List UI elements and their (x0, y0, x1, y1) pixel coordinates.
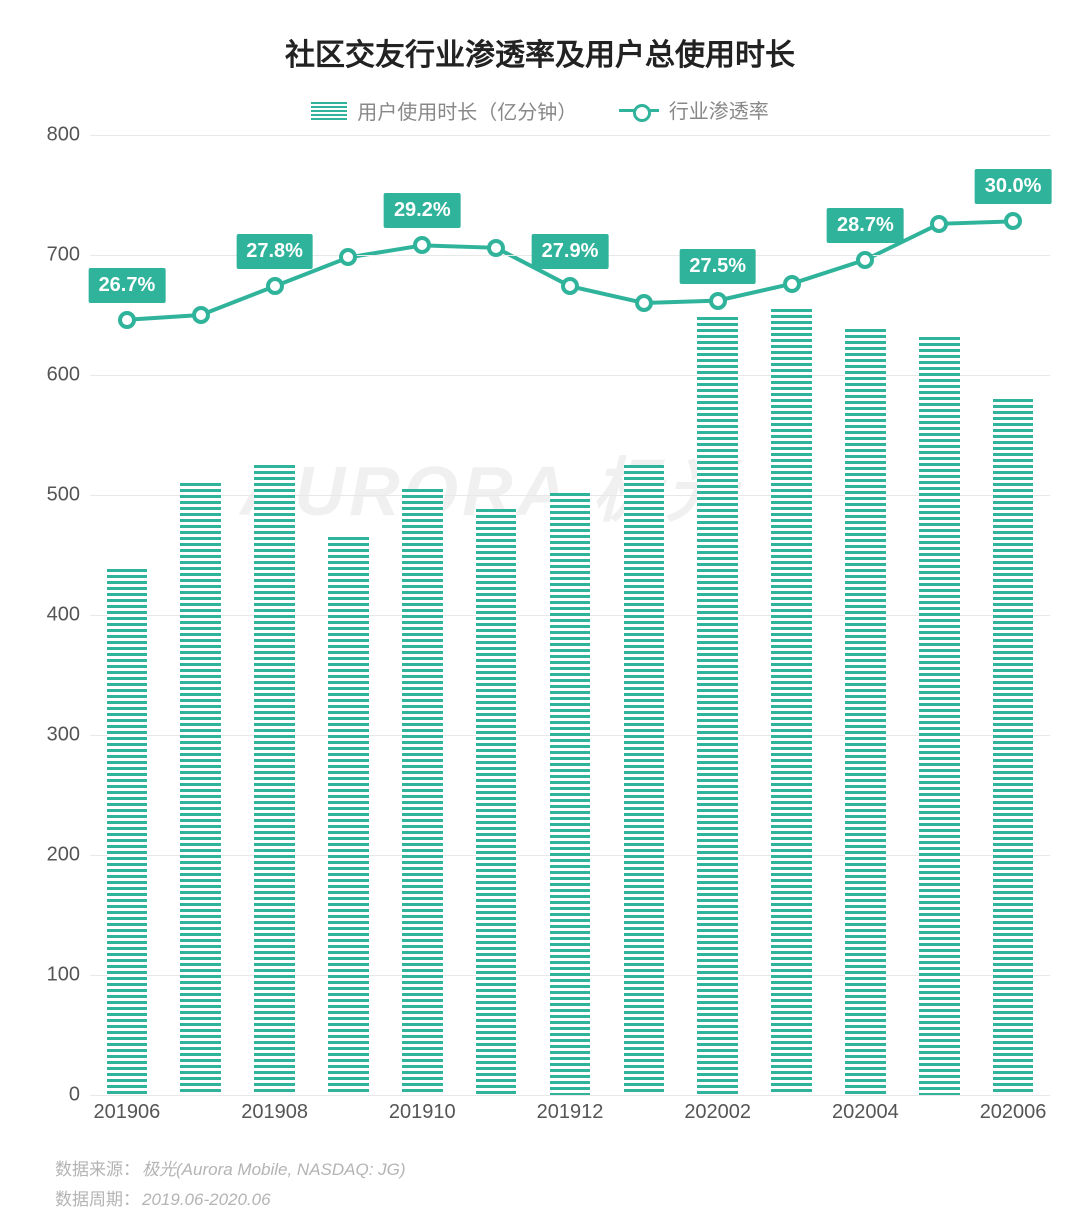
line-series-marker (635, 294, 653, 312)
footer-period-value: 2019.06-2020.06 (142, 1190, 271, 1209)
line-series-marker (856, 251, 874, 269)
gridline (90, 1095, 1050, 1096)
footer-source-value: 极光(Aurora Mobile, NASDAQ: JG) (142, 1160, 406, 1179)
footer-source-label: 数据来源： (55, 1160, 140, 1179)
bar (180, 483, 221, 1095)
footer-source: 数据来源：极光(Aurora Mobile, NASDAQ: JG) (55, 1155, 406, 1180)
y-axis-tick-label: 300 (30, 724, 80, 747)
line-series-data-label: 28.7% (827, 208, 904, 243)
line-series-marker (783, 275, 801, 293)
bar (624, 465, 665, 1095)
y-axis-tick-label: 500 (30, 484, 80, 507)
line-series-marker (561, 277, 579, 295)
y-axis-tick-label: 200 (30, 844, 80, 867)
y-axis-tick-label: 600 (30, 364, 80, 387)
bar (697, 317, 738, 1095)
line-series-data-label: 29.2% (384, 193, 461, 228)
x-axis-tick-label: 201906 (94, 1101, 161, 1124)
bar (107, 569, 148, 1095)
bar (402, 489, 443, 1095)
bar (476, 509, 517, 1095)
line-series-marker (487, 239, 505, 257)
y-axis-tick-label: 800 (30, 124, 80, 147)
footer-period-label: 数据周期： (55, 1190, 140, 1209)
line-series-marker (709, 292, 727, 310)
line-series-data-label: 30.0% (975, 169, 1052, 204)
bar (919, 337, 960, 1095)
bar (550, 493, 591, 1095)
x-axis-tick-label: 202006 (980, 1101, 1047, 1124)
chart-legend: 用户使用时长（亿分钟） 行业渗透率 (0, 95, 1080, 126)
gridline (90, 135, 1050, 136)
bar (254, 465, 295, 1095)
legend-swatch-line (619, 100, 659, 120)
footer-period: 数据周期：2019.06-2020.06 (55, 1185, 271, 1210)
line-series-data-label: 27.8% (236, 234, 313, 269)
line-series-marker (339, 248, 357, 266)
x-axis-tick-label: 202002 (684, 1101, 751, 1124)
line-series-marker (192, 306, 210, 324)
line-series-marker (266, 277, 284, 295)
y-axis-tick-label: 100 (30, 964, 80, 987)
line-series-data-label: 26.7% (89, 268, 166, 303)
x-axis-tick-label: 201912 (537, 1101, 604, 1124)
legend-label-line: 行业渗透率 (669, 95, 769, 124)
gridline (90, 375, 1050, 376)
legend-item-line: 行业渗透率 (619, 95, 769, 124)
bar (845, 329, 886, 1095)
chart-plot-area: AURORA 极光 010020030040050060070080020190… (90, 135, 1050, 1095)
x-axis-tick-label: 202004 (832, 1101, 899, 1124)
y-axis-tick-label: 700 (30, 244, 80, 267)
bar (993, 399, 1034, 1095)
bar (328, 537, 369, 1095)
line-series-marker (413, 236, 431, 254)
legend-item-bar: 用户使用时长（亿分钟） (311, 96, 577, 125)
line-series-data-label: 27.5% (679, 249, 756, 284)
chart-title: 社区交友行业渗透率及用户总使用时长 (0, 30, 1080, 74)
x-axis-tick-label: 201908 (241, 1101, 308, 1124)
legend-swatch-bar (311, 102, 347, 120)
legend-label-bar: 用户使用时长（亿分钟） (357, 96, 577, 125)
x-axis-tick-label: 201910 (389, 1101, 456, 1124)
line-series-marker (930, 215, 948, 233)
bar (771, 309, 812, 1095)
y-axis-tick-label: 0 (30, 1084, 80, 1107)
y-axis-tick-label: 400 (30, 604, 80, 627)
line-series-marker (1004, 212, 1022, 230)
line-series-data-label: 27.9% (532, 234, 609, 269)
line-series-marker (118, 311, 136, 329)
